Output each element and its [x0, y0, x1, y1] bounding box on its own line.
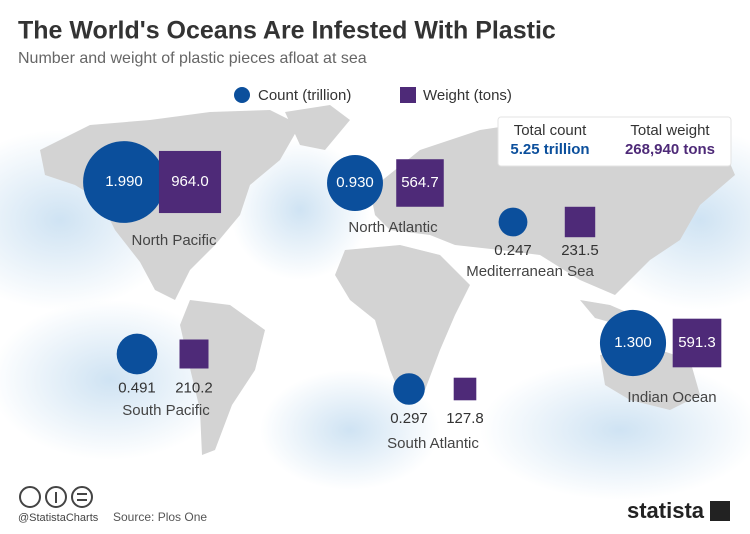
- brand-icon: [710, 501, 730, 521]
- total-label: Total count: [514, 122, 587, 139]
- footer-source: Source: Plos One: [113, 510, 207, 524]
- count-label: 1.990: [105, 173, 143, 190]
- title: The World's Oceans Are Infested With Pla…: [18, 17, 556, 45]
- total-value: 5.25 trillion: [510, 141, 589, 158]
- weight-square: [453, 377, 477, 401]
- footer-icons: [19, 486, 93, 508]
- count-bubble: [393, 373, 425, 405]
- count-bubble: [599, 309, 667, 377]
- footer-handle: @StatistaCharts: [18, 512, 99, 524]
- weight-label: 210.2: [175, 379, 213, 396]
- legend-square: [400, 87, 416, 103]
- region-label: South Atlantic: [387, 435, 479, 452]
- weight-label: 127.8: [446, 410, 484, 427]
- weight-square: [396, 159, 444, 207]
- weight-label: 964.0: [171, 173, 209, 190]
- legend-circle: [234, 87, 250, 103]
- weight-square: [564, 206, 596, 238]
- weight-square: [158, 150, 222, 214]
- count-label: 1.300: [614, 334, 652, 351]
- region-label: Indian Ocean: [627, 389, 716, 406]
- count-label: 0.930: [336, 174, 374, 191]
- weight-label: 231.5: [561, 242, 599, 259]
- weight-square: [179, 339, 209, 369]
- legend-label: Count (trillion): [258, 87, 351, 104]
- count-bubble: [116, 333, 158, 375]
- count-label: 0.247: [494, 242, 532, 259]
- region-label: North Pacific: [131, 232, 217, 249]
- weight-square: [672, 318, 722, 368]
- region-label: Mediterranean Sea: [466, 263, 594, 280]
- total-value: 268,940 tons: [625, 141, 715, 158]
- count-bubble: [498, 207, 528, 237]
- weight-label: 591.3: [678, 334, 716, 351]
- region-label: South Pacific: [122, 402, 210, 419]
- region-label: North Atlantic: [348, 219, 438, 236]
- count-bubble: [83, 141, 165, 223]
- legend-label: Weight (tons): [423, 87, 512, 104]
- total-label: Total weight: [630, 122, 710, 139]
- subtitle: Number and weight of plastic pieces aflo…: [18, 50, 367, 67]
- totals-box: [497, 116, 732, 167]
- weight-label: 564.7: [401, 174, 439, 191]
- count-label: 0.297: [390, 410, 428, 427]
- brand: statista: [627, 498, 705, 523]
- count-bubble: [327, 155, 383, 211]
- count-label: 0.491: [118, 379, 156, 396]
- ocean-glow: [0, 130, 750, 500]
